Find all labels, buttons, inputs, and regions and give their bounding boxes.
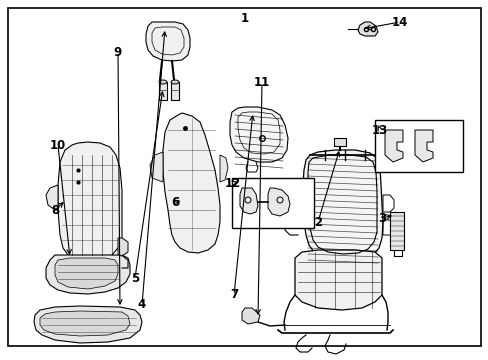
Text: 9: 9 xyxy=(114,45,122,59)
Polygon shape xyxy=(220,155,227,182)
Text: 1: 1 xyxy=(241,12,248,24)
Polygon shape xyxy=(118,238,128,256)
Polygon shape xyxy=(229,107,287,162)
Bar xyxy=(389,212,403,250)
Polygon shape xyxy=(146,22,190,61)
Bar xyxy=(231,178,313,228)
Text: 10: 10 xyxy=(50,139,66,152)
Polygon shape xyxy=(414,130,432,162)
Text: 5: 5 xyxy=(131,271,139,284)
Bar xyxy=(374,120,462,172)
Ellipse shape xyxy=(171,80,179,84)
Text: 6: 6 xyxy=(170,195,179,208)
Polygon shape xyxy=(150,152,163,182)
Text: 7: 7 xyxy=(229,288,238,302)
Polygon shape xyxy=(267,188,289,216)
Polygon shape xyxy=(58,142,122,262)
Polygon shape xyxy=(294,250,381,310)
Text: 2: 2 xyxy=(313,216,322,229)
Polygon shape xyxy=(34,306,142,343)
Text: 13: 13 xyxy=(371,123,387,136)
Polygon shape xyxy=(240,188,258,214)
Text: 12: 12 xyxy=(224,176,241,189)
Text: 14: 14 xyxy=(391,15,407,28)
Polygon shape xyxy=(242,308,260,324)
Polygon shape xyxy=(303,150,382,261)
Text: 3: 3 xyxy=(377,212,385,225)
Bar xyxy=(171,82,179,100)
Text: 11: 11 xyxy=(253,76,269,89)
Polygon shape xyxy=(40,311,130,336)
Polygon shape xyxy=(55,258,118,289)
Polygon shape xyxy=(163,113,220,253)
Polygon shape xyxy=(357,22,377,36)
Bar xyxy=(159,82,167,100)
Bar xyxy=(333,138,346,146)
Text: 4: 4 xyxy=(138,298,146,311)
Ellipse shape xyxy=(159,80,167,84)
Polygon shape xyxy=(46,185,58,210)
Text: 8: 8 xyxy=(51,203,59,216)
Polygon shape xyxy=(46,255,130,294)
Polygon shape xyxy=(384,130,402,162)
